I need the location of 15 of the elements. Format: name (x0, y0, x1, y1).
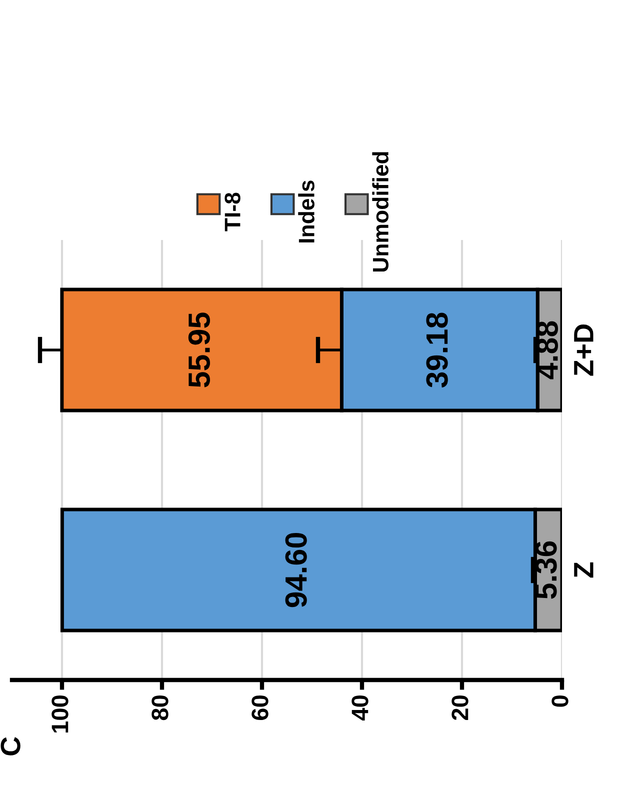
x-tick-label: 100 (52, 696, 68, 732)
y-tick-label: Z (574, 562, 594, 578)
data-label: 94.60 (285, 533, 307, 608)
x-tick-label: 40 (352, 696, 368, 720)
legend-label: Indels (298, 180, 314, 242)
data-label: 55.95 (188, 312, 210, 388)
x-tick-label: 20 (452, 696, 468, 720)
legend-label: TI-8 (224, 192, 240, 232)
y-tick-label: Z+D (574, 324, 594, 376)
x-tick-label: 60 (252, 696, 268, 720)
x-tick-label: 80 (152, 696, 168, 720)
text: C (0, 737, 20, 756)
x-tick-label: 0 (552, 696, 568, 707)
legend-label: Unmodified (372, 152, 389, 272)
data-label: 39.18 (426, 312, 448, 388)
